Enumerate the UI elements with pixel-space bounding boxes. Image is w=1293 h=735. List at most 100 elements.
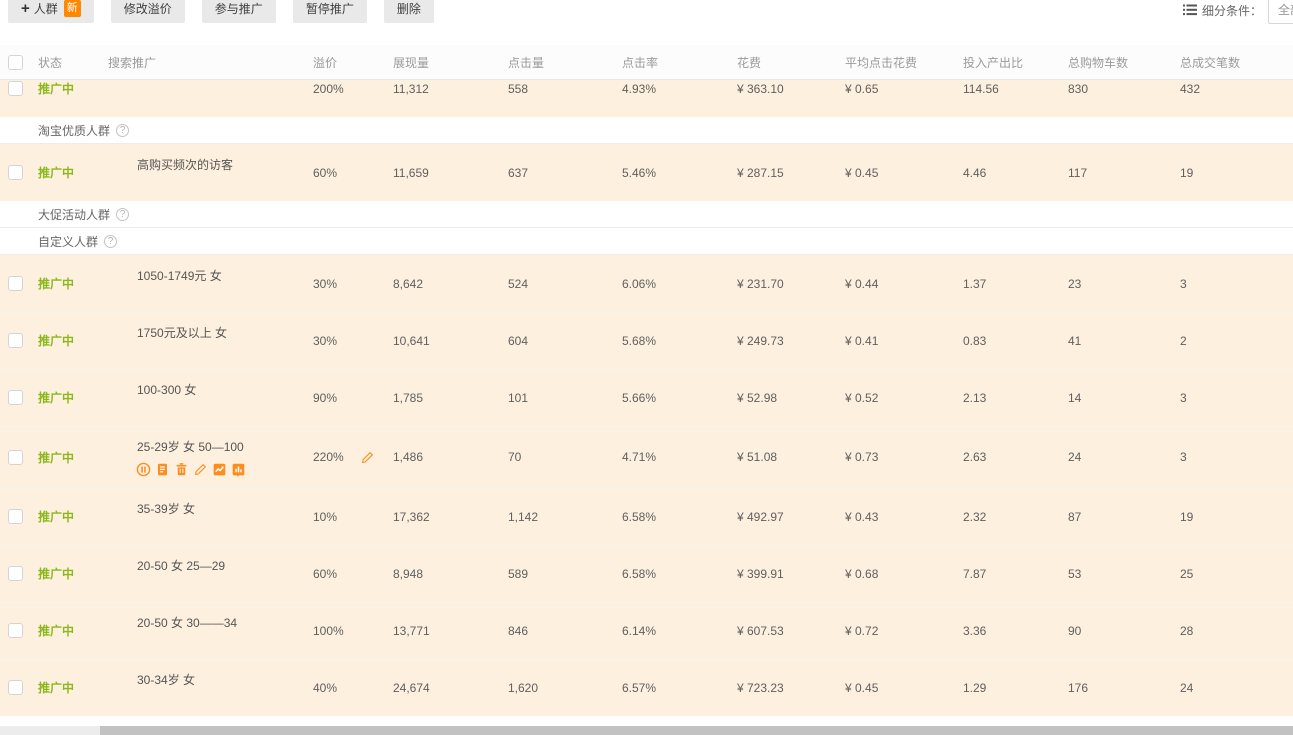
orders-value: 24 [1180,680,1194,695]
carts-value: 41 [1068,333,1082,348]
col-ctr: 点击率 [622,55,659,70]
premium-value: 10% [313,509,338,524]
col-roi: 投入产出比 [963,55,1024,70]
impressions-value: 8,948 [393,566,424,581]
orders-value: 432 [1180,81,1201,96]
roi-value: 4.46 [963,165,987,180]
ctr-value: 6.14% [622,623,657,638]
ctr-value: 5.68% [622,333,657,348]
add-crowd-button[interactable]: + 人群 新 [8,0,94,23]
new-badge: 新 [63,0,81,17]
premium-value: 30% [313,333,338,348]
roi-value: 2.63 [963,450,987,464]
clicks-value: 1,142 [508,509,539,524]
row-checkbox[interactable] [8,623,23,638]
filter-select[interactable]: 全部 [1268,0,1293,24]
question-circle-icon[interactable] [116,208,130,221]
horizontal-scrollbar[interactable] [0,726,1293,735]
impressions-value: 8,642 [393,276,424,291]
impressions-value: 10,641 [393,333,430,348]
orders-value: 2 [1180,333,1187,348]
crowd-name: 20-50 女 30——34 [137,616,238,630]
status-badge: 推广中 [38,82,75,96]
carts-value: 53 [1068,566,1082,581]
row-checkbox[interactable] [8,680,23,695]
avg-cpc-value: ¥ 0.41 [845,333,879,348]
status-badge: 推广中 [38,624,75,638]
carts-value: 24 [1068,450,1082,464]
avg-cpc-value: ¥ 0.72 [845,623,879,638]
col-premium: 溢价 [313,55,338,70]
orders-value: 3 [1180,450,1187,464]
carts-value: 830 [1068,81,1089,96]
row-checkbox[interactable] [8,509,23,524]
row-checkbox[interactable] [8,333,23,348]
orders-value: 3 [1180,390,1187,405]
premium-value: 90% [313,390,338,405]
section-row: 自定义人群 [0,228,1293,255]
delete-icon[interactable] [174,462,189,477]
crowd-name: 1050-1749元 女 [137,269,222,283]
section-row: 大促活动人群 [0,201,1293,228]
ctr-value: 6.58% [622,566,657,581]
row-checkbox[interactable] [8,449,23,465]
table-header: 状态 搜索推广 溢价 展现量 点击量 点击率 花费 平均点击花费 投入产出比 总… [0,45,1293,80]
modify-premium-button[interactable]: 修改溢价 [110,0,185,23]
status-badge: 推广中 [38,450,75,465]
chart-icon[interactable] [212,462,227,477]
table-row: 推广中 1050-1749元 女 30% 8,642 524 6.06% ¥ 2… [0,255,1293,312]
pause-promotion-button[interactable]: 暂停推广 [292,0,367,23]
cost-value: ¥ 399.91 [737,566,784,581]
orders-value: 28 [1180,623,1194,638]
edit-icon[interactable] [193,462,208,477]
clicks-value: 558 [508,81,529,96]
roi-value: 2.13 [963,390,987,405]
impressions-value: 11,312 [393,81,429,96]
orders-value: 19 [1180,509,1194,524]
section-row: 淘宝优质人群 [0,117,1293,144]
carts-value: 87 [1068,509,1082,524]
log-icon[interactable] [155,462,170,477]
premium-value: 30% [313,276,338,291]
ctr-value: 5.46% [622,165,657,180]
question-circle-icon[interactable] [116,124,130,137]
col-total-orders: 总成交笔数 [1180,55,1241,70]
impressions-value: 24,674 [393,680,430,695]
select-all-checkbox[interactable] [8,54,23,70]
roi-value: 114.56 [963,81,999,96]
row-checkbox[interactable] [8,81,23,96]
col-cost: 花费 [737,55,762,70]
ctr-value: 6.06% [622,276,657,291]
status-badge: 推广中 [38,681,75,695]
cost-value: ¥ 249.73 [737,333,784,348]
section-label: 自定义人群 [38,235,99,249]
roi-value: 2.32 [963,509,987,524]
clicks-value: 70 [508,450,522,464]
orders-value: 19 [1180,165,1194,180]
question-circle-icon[interactable] [104,235,118,248]
row-checkbox[interactable] [8,276,23,291]
section-label: 淘宝优质人群 [38,124,111,138]
crowd-name: 高购买频次的访客 [137,158,234,172]
ctr-value: 6.57% [622,680,657,695]
scrollbar-thumb[interactable] [100,726,1293,735]
pause-icon[interactable] [136,462,151,477]
premium-value: 100% [313,623,344,638]
join-promotion-button[interactable]: 参与推广 [201,0,276,23]
avg-cpc-value: ¥ 0.65 [845,81,879,96]
ctr-value: 4.93% [622,81,657,96]
row-checkbox[interactable] [8,165,23,180]
delete-button[interactable]: 删除 [383,0,434,23]
col-avg-cpc: 平均点击花费 [845,55,918,70]
col-impressions: 展现量 [393,55,430,70]
cost-value: ¥ 363.10 [737,81,784,96]
row-checkbox[interactable] [8,566,23,581]
section-label: 大促活动人群 [38,208,111,222]
table-row: 推广中 1750元及以上 女 30% 10,641 604 5.68% ¥ 24… [0,312,1293,369]
premium-edit-icon[interactable] [360,450,375,465]
row-checkbox[interactable] [8,390,23,405]
report-icon[interactable] [231,462,246,477]
detail-list-icon [1182,4,1197,16]
avg-cpc-value: ¥ 0.68 [845,566,879,581]
col-total-carts: 总购物车数 [1068,55,1129,70]
